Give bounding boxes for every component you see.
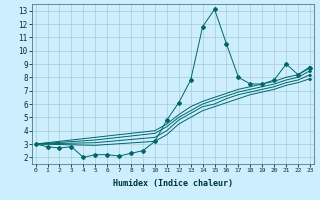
X-axis label: Humidex (Indice chaleur): Humidex (Indice chaleur) xyxy=(113,179,233,188)
